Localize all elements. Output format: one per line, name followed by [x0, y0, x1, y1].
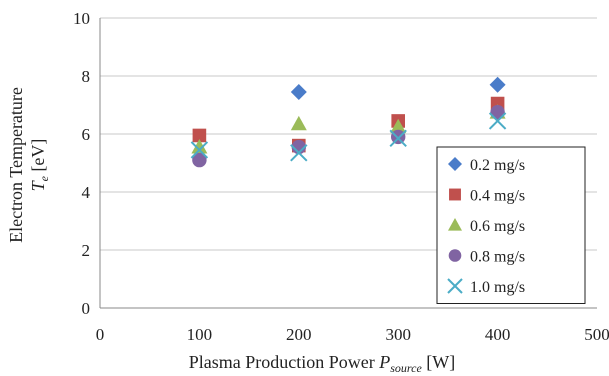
x-tick-label-0: 0 — [96, 325, 105, 344]
data-point-series4-100 — [192, 152, 207, 168]
legend-marker-4 — [448, 249, 462, 262]
x-tick-label-300: 300 — [385, 325, 411, 344]
data-point-series5-300 — [389, 129, 407, 148]
y-axis-title-line1: Electron Temperature — [6, 87, 26, 243]
y-tick-label-4: 4 — [82, 183, 91, 202]
data-point-series5-400 — [488, 112, 507, 130]
y-axis-title-line2: Te [eV] — [28, 139, 51, 192]
legend-marker-3 — [448, 218, 462, 231]
data-point-series4-300 — [391, 129, 406, 145]
legend-label-3: 0.6 mg/s — [470, 218, 525, 235]
legend-marker-2 — [449, 188, 461, 201]
y-tick-label-8: 8 — [82, 67, 91, 86]
data-point-series1-200 — [290, 83, 307, 100]
data-point-series4-400 — [490, 105, 505, 120]
x-tick-label-200: 200 — [286, 325, 312, 344]
data-point-series3-200 — [290, 115, 307, 131]
data-point-series5-200-stroke-b — [290, 144, 308, 162]
data-point-series3-300 — [390, 118, 407, 134]
data-point-series5-100-stroke-b — [190, 141, 209, 159]
legend-label-5: 1.0 mg/s — [470, 279, 525, 296]
y-tick-label-6: 6 — [82, 125, 91, 144]
legend-marker-5 — [447, 278, 463, 294]
y-tick-label-2: 2 — [82, 241, 91, 260]
y-tick-label-0: 0 — [82, 299, 91, 318]
x-axis-title: Plasma Production Power Psource [W] — [189, 352, 456, 375]
data-point-series5-100 — [190, 141, 209, 159]
data-point-series3-100 — [191, 139, 208, 154]
legend-label-4: 0.8 mg/s — [470, 249, 525, 266]
legend-marker-5-stroke-b — [447, 278, 463, 294]
legend-label-2: 0.4 mg/s — [470, 188, 525, 205]
data-point-series1-400 — [489, 76, 506, 93]
data-point-series5-400-stroke-b — [488, 112, 507, 130]
data-point-series5-200 — [290, 144, 308, 162]
legend-marker-1 — [448, 157, 462, 171]
x-tick-label-100: 100 — [187, 325, 213, 344]
data-point-series2-100 — [192, 128, 207, 143]
legend-label-1: 0.2 mg/s — [470, 157, 525, 174]
legend: 0.2 mg/s 0.4 mg/s 0.6 mg/s 0.8 mg/s 1.0 mg/s — [436, 146, 586, 304]
x-tick-label-400: 400 — [485, 325, 511, 344]
axes — [99, 18, 597, 309]
data-point-series5-300-stroke-b — [389, 129, 407, 148]
y-tick-label-10: 10 — [73, 9, 90, 28]
x-tick-label-500: 500 — [584, 325, 609, 344]
y-axis-title: Electron Temperature Te [eV] — [6, 87, 51, 243]
data-points — [190, 76, 507, 168]
legend-box — [436, 146, 586, 304]
